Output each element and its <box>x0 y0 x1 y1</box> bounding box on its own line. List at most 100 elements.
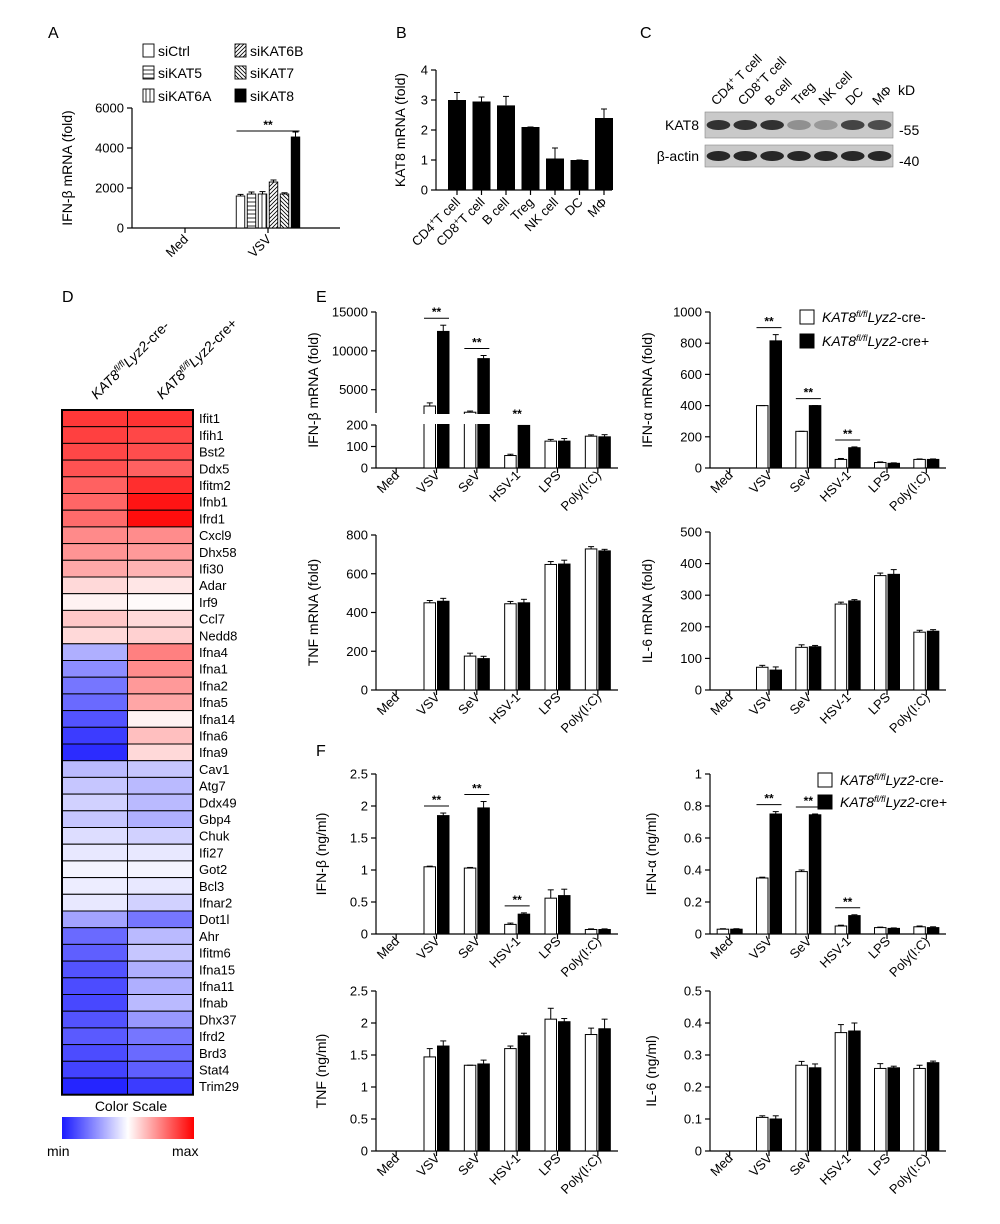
heat-row-label-ifi30: Ifi30 <box>199 562 224 577</box>
heat-cell-ifnar2-1 <box>127 893 194 912</box>
legend-swatch-sikat8 <box>234 88 247 103</box>
panel-letter-a: A <box>48 25 59 42</box>
heat-cell-ifna11-0 <box>61 977 128 995</box>
bar-cre-plus-hsv-1 <box>848 447 861 469</box>
heat-cell-ifi30-1 <box>127 559 194 578</box>
x-tick-label-med: Med <box>707 690 735 718</box>
y-axis-label: IFN-α mRNA (fold) <box>639 332 655 447</box>
heat-cell-ifna11-1 <box>127 977 194 995</box>
y-axis-label: IFN-β (ng/ml) <box>313 813 329 896</box>
x-tick-label-hsv-1: HSV-1 <box>817 690 854 727</box>
y-tick-label: 2.5 <box>350 984 368 999</box>
legend-f: KAT8fl/flLyz2-cre- KAT8fl/flLyz2-cre+ <box>817 772 947 810</box>
y-tick-label: 0 <box>361 1144 368 1159</box>
bar-cre-minus-poly-i-c <box>584 929 598 935</box>
y-tick-label: 2.5 <box>350 767 368 782</box>
heat-row-label-brd3: Brd3 <box>199 1046 226 1061</box>
heat-cell-dhx58-0 <box>61 543 128 561</box>
heat-row-label-gbp4: Gbp4 <box>199 812 231 827</box>
bar-cre-plus-lps <box>887 573 900 691</box>
bar-treg <box>521 127 540 190</box>
bar-cre-plus-lps <box>887 927 900 935</box>
y-axis-label: TNF mRNA (fold) <box>305 559 321 666</box>
heat-cell-ifih1-1 <box>127 426 194 444</box>
heat-cell-ifit1-1 <box>127 409 194 428</box>
heat-row-label-ifna6: Ifna6 <box>199 729 228 744</box>
x-tick-label-sev: SeV <box>786 689 814 717</box>
bar-cre-plus-vsv <box>437 330 450 469</box>
significance-mark: ** <box>804 794 814 808</box>
y-tick-label: 3 <box>421 93 428 108</box>
blot-band-actin-m <box>867 151 892 161</box>
y-tick-label: 0.2 <box>684 1080 702 1095</box>
heat-cell-bst2-0 <box>61 442 128 461</box>
heat-cell-chuk-0 <box>61 827 128 845</box>
heat-cell-ifnar2-0 <box>61 893 128 912</box>
heat-row-label-cxcl9: Cxcl9 <box>199 528 232 543</box>
bar-cre-minus-poly-i-c <box>913 631 926 691</box>
legend-swatch-sictrl <box>142 43 155 58</box>
x-tick-label-vsv: VSV <box>414 933 443 962</box>
x-tick-label-poly-i-c: Poly(I:C) <box>558 690 604 736</box>
heat-cell-ifih1-0 <box>61 426 128 444</box>
heatmap-border <box>61 409 194 1096</box>
y-tick-label: 0 <box>361 461 368 476</box>
heat-cell-nedd8-0 <box>61 626 128 645</box>
chart-e-ifna-mrna: 0 200 400 600 800 1000 IFN-α mRNA (fold) ** ** **… <box>639 305 946 514</box>
legend-swatch-cre-plus <box>799 333 815 349</box>
x-tick-label-lps: LPS <box>536 933 564 961</box>
x-tick-label-med: Med <box>374 690 402 718</box>
bar-sikat8-vsv <box>290 136 301 229</box>
blot-marker-40: -40 <box>899 153 919 169</box>
bar-cre-minus-lps <box>544 563 557 691</box>
heat-row-label-dot1l: Dot1l <box>199 912 229 927</box>
x-tick-label-hsv-1: HSV-1 <box>486 690 523 727</box>
bar-cre-minus-lps <box>874 927 887 935</box>
x-tick-label-lps: LPS <box>865 467 893 495</box>
y-tick-label: 400 <box>680 398 702 413</box>
y-axis-label: TNF (ng/ml) <box>313 1034 329 1109</box>
bar-cre-minus-hsv-1 <box>504 1048 517 1152</box>
y-tick-label: 400 <box>680 556 702 571</box>
blot-band-kat8-treg <box>787 120 811 130</box>
heat-cell-cxcl9-1 <box>127 526 194 545</box>
y-tick-label: 2 <box>361 799 368 814</box>
x-tick-label-med: Med <box>707 468 735 496</box>
y-tick-label: 0.5 <box>350 1112 368 1127</box>
heat-row-label-ifit1: Ifit1 <box>199 411 220 426</box>
significance-mark: ** <box>512 407 522 421</box>
heat-row-label-ahr: Ahr <box>199 929 220 944</box>
bar-cre-plus-hsv-1 <box>517 1035 531 1152</box>
x-tick-label-poly-i-c: Poly(I:C) <box>558 1151 604 1197</box>
y-tick-label: 0.5 <box>350 895 368 910</box>
x-tick-label-vsv: VSV <box>414 1150 443 1179</box>
legend-swatch-cre-minus <box>817 772 833 788</box>
heat-row-label-atg7: Atg7 <box>199 779 226 794</box>
bar-cre-plus-poly-i-c <box>926 630 940 691</box>
bar-cre-minus-sev <box>795 1064 808 1152</box>
bar-cre-plus-lps <box>558 895 571 935</box>
y-tick-label: 0 <box>421 183 428 198</box>
x-tick-label-med: Med <box>707 934 735 962</box>
heat-cell-ifna1-0 <box>61 660 128 678</box>
bar-cre-minus-lps <box>874 575 887 691</box>
heat-cell-ifna6-1 <box>127 726 194 745</box>
heat-row-label-ifitm6: Ifitm6 <box>199 946 231 961</box>
heat-cell-ifitm2-1 <box>127 476 194 494</box>
y-tick-label: 0.2 <box>684 895 702 910</box>
heat-cell-ifrd2-0 <box>61 1027 128 1046</box>
x-tick-label-m: MΦ <box>585 195 611 221</box>
bar-cre-plus-hsv-1 <box>848 1030 861 1152</box>
y-tick-label: 15000 <box>332 305 368 320</box>
heat-cell-dhx37-0 <box>61 1010 128 1029</box>
y-tick-label: 0 <box>695 927 702 942</box>
legend-swatch-sikat6a <box>142 88 155 103</box>
heat-cell-brd3-1 <box>127 1044 194 1062</box>
x-tick-label-med: Med <box>707 1151 735 1179</box>
heat-row-label-ddx49: Ddx49 <box>199 795 237 810</box>
x-tick-label-hsv-1: HSV-1 <box>486 468 523 505</box>
y-tick-label: 0 <box>695 461 702 476</box>
x-tick-label-vsv: VSV <box>746 933 775 962</box>
heat-cell-ifna4-1 <box>127 643 194 661</box>
x-tick-label-lps: LPS <box>536 467 564 495</box>
